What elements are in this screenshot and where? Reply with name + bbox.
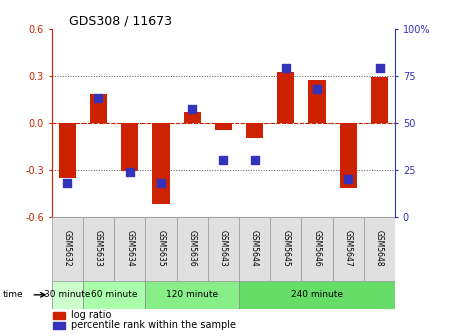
Point (313, 86, 321, 91)
Text: GSM5633: GSM5633 (94, 230, 103, 267)
Bar (83, 217, 114, 281)
Bar (277, 73, 295, 123)
Bar (270, 217, 301, 281)
Bar (53, 322, 66, 329)
Bar (364, 217, 395, 281)
Bar (90, 94, 107, 123)
Bar (145, 281, 239, 309)
Bar (333, 217, 364, 281)
Bar (208, 217, 239, 281)
Bar (371, 77, 388, 123)
Text: 30 minute: 30 minute (44, 290, 91, 299)
Bar (121, 123, 138, 171)
Bar (340, 123, 357, 188)
Text: 60 minute: 60 minute (91, 290, 137, 299)
Bar (301, 217, 333, 281)
Point (126, 169, 133, 174)
Text: time: time (2, 290, 23, 299)
Bar (152, 123, 170, 204)
Bar (239, 217, 270, 281)
Text: GSM5645: GSM5645 (282, 230, 291, 267)
Bar (53, 312, 66, 319)
Text: GSM5644: GSM5644 (250, 230, 259, 267)
Text: GSM5646: GSM5646 (313, 230, 321, 267)
Point (251, 158, 258, 163)
Point (220, 158, 227, 163)
Text: GSM5643: GSM5643 (219, 230, 228, 267)
Text: GSM5634: GSM5634 (125, 230, 134, 267)
Bar (83, 281, 145, 309)
Bar (145, 217, 176, 281)
Bar (246, 123, 263, 138)
Point (345, 176, 352, 182)
Point (157, 180, 164, 185)
Text: 120 minute: 120 minute (166, 290, 218, 299)
Point (64, 180, 71, 185)
Bar (52, 281, 83, 309)
Bar (308, 80, 326, 123)
Bar (176, 217, 208, 281)
Text: GSM5647: GSM5647 (344, 230, 353, 267)
Text: 240 minute: 240 minute (291, 290, 343, 299)
Text: GSM5635: GSM5635 (156, 230, 165, 267)
Text: percentile rank within the sample: percentile rank within the sample (70, 321, 236, 330)
Text: log ratio: log ratio (70, 310, 111, 320)
Text: GSM5632: GSM5632 (63, 230, 72, 267)
Bar (114, 217, 145, 281)
Text: GDS308 / 11673: GDS308 / 11673 (69, 14, 172, 28)
Bar (59, 123, 76, 178)
Point (189, 107, 196, 112)
Bar (239, 281, 395, 309)
Text: GSM5648: GSM5648 (375, 230, 384, 267)
Bar (52, 217, 83, 281)
Point (376, 66, 383, 71)
Bar (215, 123, 232, 130)
Point (95, 95, 102, 101)
Point (282, 66, 290, 71)
Bar (184, 112, 201, 123)
Text: GSM5636: GSM5636 (188, 230, 197, 267)
